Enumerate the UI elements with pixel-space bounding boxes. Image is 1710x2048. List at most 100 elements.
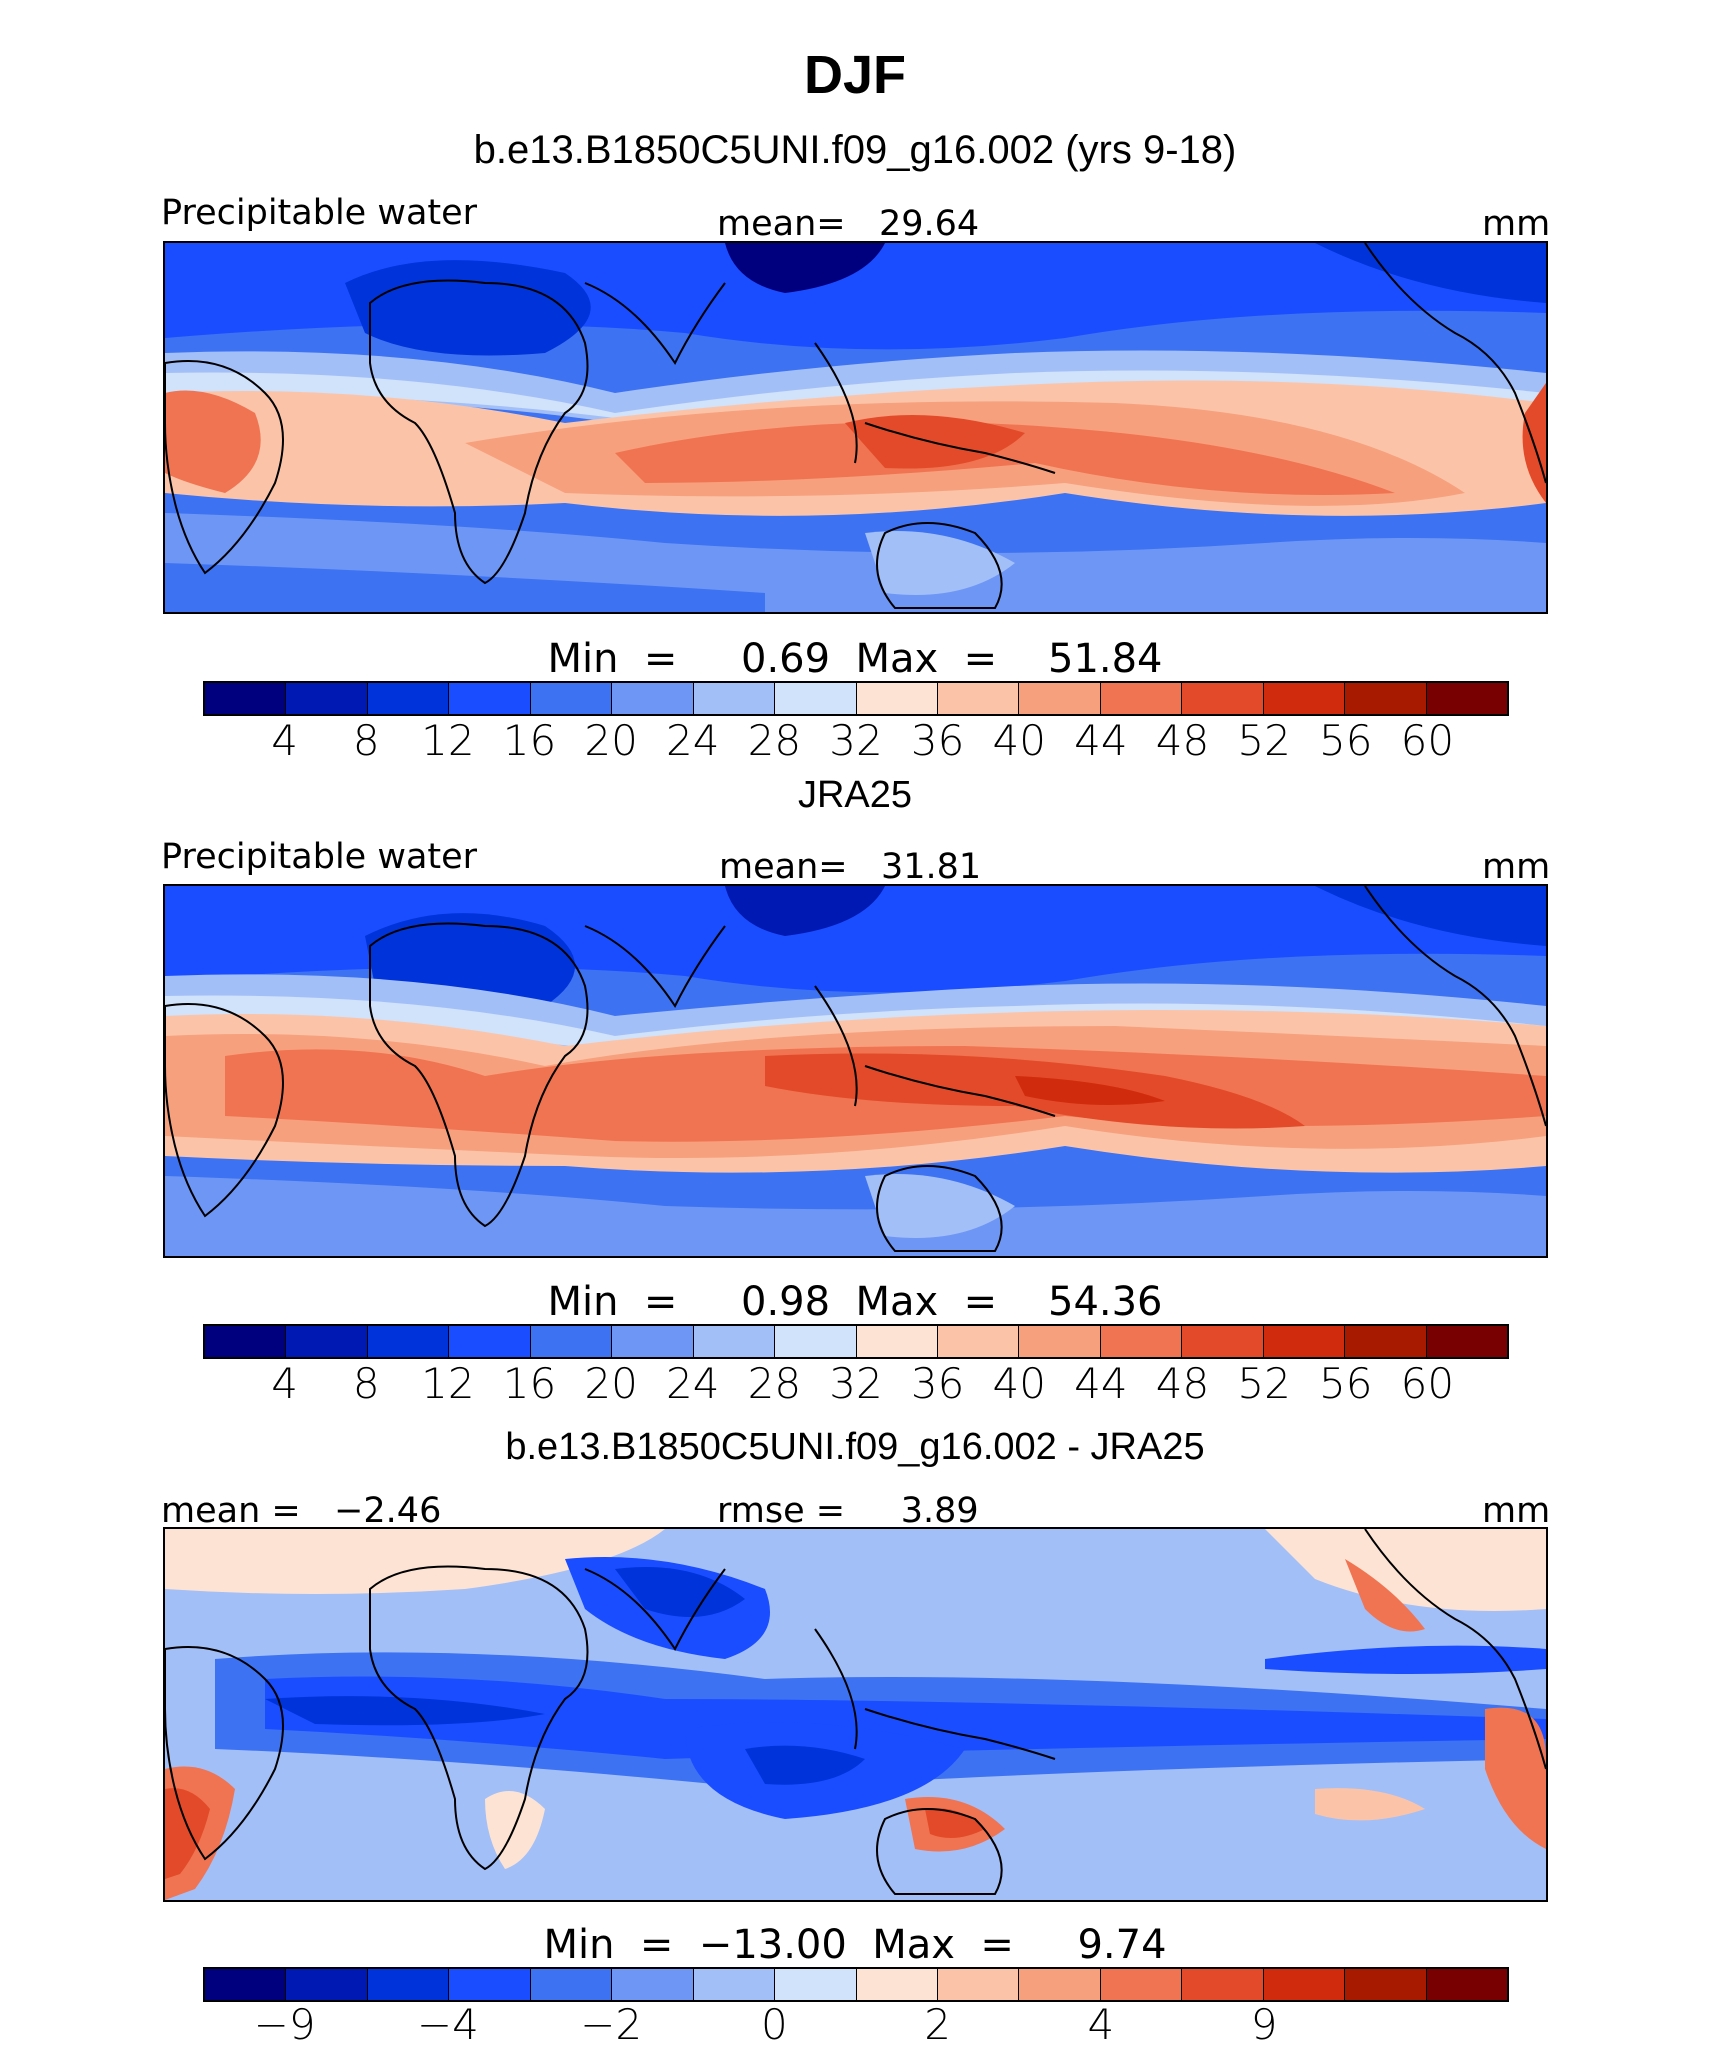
colorbar-tick-label: 56 — [1319, 1359, 1373, 1408]
colorbar-swatch — [1100, 683, 1183, 714]
colorbar-swatch — [693, 683, 776, 714]
panel2-minmax: Min = 0.98 Max = 54.36 — [547, 1279, 1163, 1325]
colorbar-swatch — [1426, 1326, 1507, 1357]
panel2-map-svg — [165, 886, 1546, 1256]
panel2-map — [163, 884, 1548, 1258]
colorbar-swatch — [856, 1326, 938, 1357]
colorbar-tick-label: 8 — [352, 716, 380, 765]
colorbar-tick-label: 20 — [584, 1359, 638, 1408]
colorbar-tick-label: 52 — [1237, 716, 1291, 765]
colorbar-tick-label: 24 — [666, 1359, 720, 1408]
colorbar-tick-label: 16 — [502, 716, 557, 765]
panel3-rmse-label: rmse = 3.89 — [717, 1491, 979, 1531]
colorbar-swatch — [1100, 1969, 1183, 2000]
colorbar-tick-label: 8 — [352, 1359, 380, 1408]
colorbar-tick-label: 32 — [829, 716, 883, 765]
colorbar-tick-label: 40 — [992, 1359, 1046, 1408]
colorbar-tick-label: 9 — [1250, 2000, 1278, 2048]
colorbar-swatch — [693, 1969, 776, 2000]
colorbar-swatch — [286, 1969, 368, 2000]
colorbar-swatch — [449, 1969, 531, 2000]
colorbar-swatch — [1263, 1326, 1346, 1357]
colorbar-swatch — [449, 683, 531, 714]
colorbar-swatch — [1019, 1969, 1101, 2000]
colorbar-swatch — [286, 1326, 368, 1357]
panel2-variable-label: Precipitable water — [161, 837, 478, 877]
colorbar-swatch — [1345, 1326, 1427, 1357]
colorbar-swatch — [205, 683, 287, 714]
colorbar-swatch — [1263, 683, 1346, 714]
colorbar-swatch — [856, 683, 938, 714]
panel2-colorbar — [203, 1324, 1509, 1359]
colorbar-tick-label: 60 — [1400, 1359, 1455, 1408]
colorbar-tick-label: 28 — [747, 1359, 802, 1408]
colorbar-swatch — [367, 1969, 450, 2000]
panel1-colorbar — [203, 681, 1509, 716]
colorbar-swatch — [1345, 1969, 1427, 2000]
colorbar-tick-label: −2 — [580, 2000, 643, 2048]
panel1-map-svg — [165, 243, 1546, 612]
colorbar-swatch — [205, 1326, 287, 1357]
colorbar-swatch — [1182, 1326, 1264, 1357]
colorbar-swatch — [1019, 1326, 1101, 1357]
panel2-colorbar-ticks: 4 8 12 16 20 24 28 32 36 40 44 48 52 56 60 — [203, 1359, 1509, 1408]
panel1-colorbar-ticks: 4 8 12 16 20 24 28 32 36 40 44 48 52 56 60 — [203, 716, 1509, 765]
colorbar-tick-label: 56 — [1319, 716, 1373, 765]
colorbar-swatch — [612, 1969, 694, 2000]
colorbar-tick-label: 28 — [747, 716, 802, 765]
panel1-variable-label: Precipitable water — [161, 193, 478, 233]
colorbar-tick-label: 4 — [271, 1359, 298, 1408]
colorbar-swatch — [937, 683, 1020, 714]
panel2-mean-label: mean= 31.81 — [719, 847, 982, 887]
colorbar-swatch — [530, 1969, 613, 2000]
colorbar-swatch — [693, 1326, 776, 1357]
model-title: b.e13.B1850C5UNI.f09_g16.002 (yrs 9-18) — [473, 128, 1237, 172]
colorbar-tick-label: 4 — [1087, 2000, 1115, 2048]
panel3-map — [163, 1527, 1548, 1902]
colorbar-tick-label: 24 — [666, 716, 720, 765]
colorbar-tick-label: 48 — [1155, 1359, 1210, 1408]
colorbar-tick-label: 40 — [992, 716, 1046, 765]
colorbar-swatch — [775, 1326, 857, 1357]
colorbar-swatch — [205, 1969, 287, 2000]
colorbar-tick-label: 44 — [1074, 1359, 1128, 1408]
panel3-units-label: mm — [1482, 1491, 1551, 1531]
colorbar-swatch — [937, 1969, 1020, 2000]
colorbar-swatch — [937, 1326, 1020, 1357]
colorbar-swatch — [775, 1969, 857, 2000]
panel3-map-svg — [165, 1529, 1546, 1900]
colorbar-tick-label: 48 — [1155, 716, 1210, 765]
panel3-mean-label: mean = −2.46 — [161, 1491, 442, 1531]
colorbar-swatch — [612, 683, 694, 714]
colorbar-swatch — [1345, 683, 1427, 714]
colorbar-tick-label: 32 — [829, 1359, 883, 1408]
colorbar-swatch — [1263, 1969, 1346, 2000]
colorbar-swatch — [286, 683, 368, 714]
colorbar-tick-label: 2 — [924, 2000, 951, 2048]
panel1-units-label: mm — [1482, 204, 1551, 244]
colorbar-tick-label: 60 — [1400, 716, 1455, 765]
colorbar-tick-label: 0 — [761, 2000, 788, 2048]
colorbar-tick-label: −4 — [416, 2000, 479, 2048]
obs-title: JRA25 — [797, 774, 913, 816]
colorbar-swatch — [530, 683, 613, 714]
colorbar-swatch — [530, 1326, 613, 1357]
colorbar-swatch — [1426, 683, 1507, 714]
colorbar-swatch — [775, 683, 857, 714]
colorbar-swatch — [1182, 683, 1264, 714]
colorbar-swatch — [1019, 683, 1101, 714]
colorbar-swatch — [612, 1326, 694, 1357]
season-title: DJF — [803, 45, 906, 105]
diff-title: b.e13.B1850C5UNI.f09_g16.002 - JRA25 — [505, 1426, 1205, 1468]
colorbar-swatch — [449, 1326, 531, 1357]
colorbar-tick-label: 52 — [1237, 1359, 1291, 1408]
panel3-colorbar-ticks: −9 −4 −2 0 2 4 9 — [203, 2000, 1509, 2048]
colorbar-swatch — [1426, 1969, 1507, 2000]
colorbar-tick-label: 36 — [910, 716, 965, 765]
colorbar-swatch — [367, 683, 450, 714]
colorbar-tick-label: −9 — [253, 2000, 316, 2048]
colorbar-swatch — [1182, 1969, 1264, 2000]
colorbar-tick-label: 12 — [421, 716, 475, 765]
colorbar-swatch — [367, 1326, 450, 1357]
